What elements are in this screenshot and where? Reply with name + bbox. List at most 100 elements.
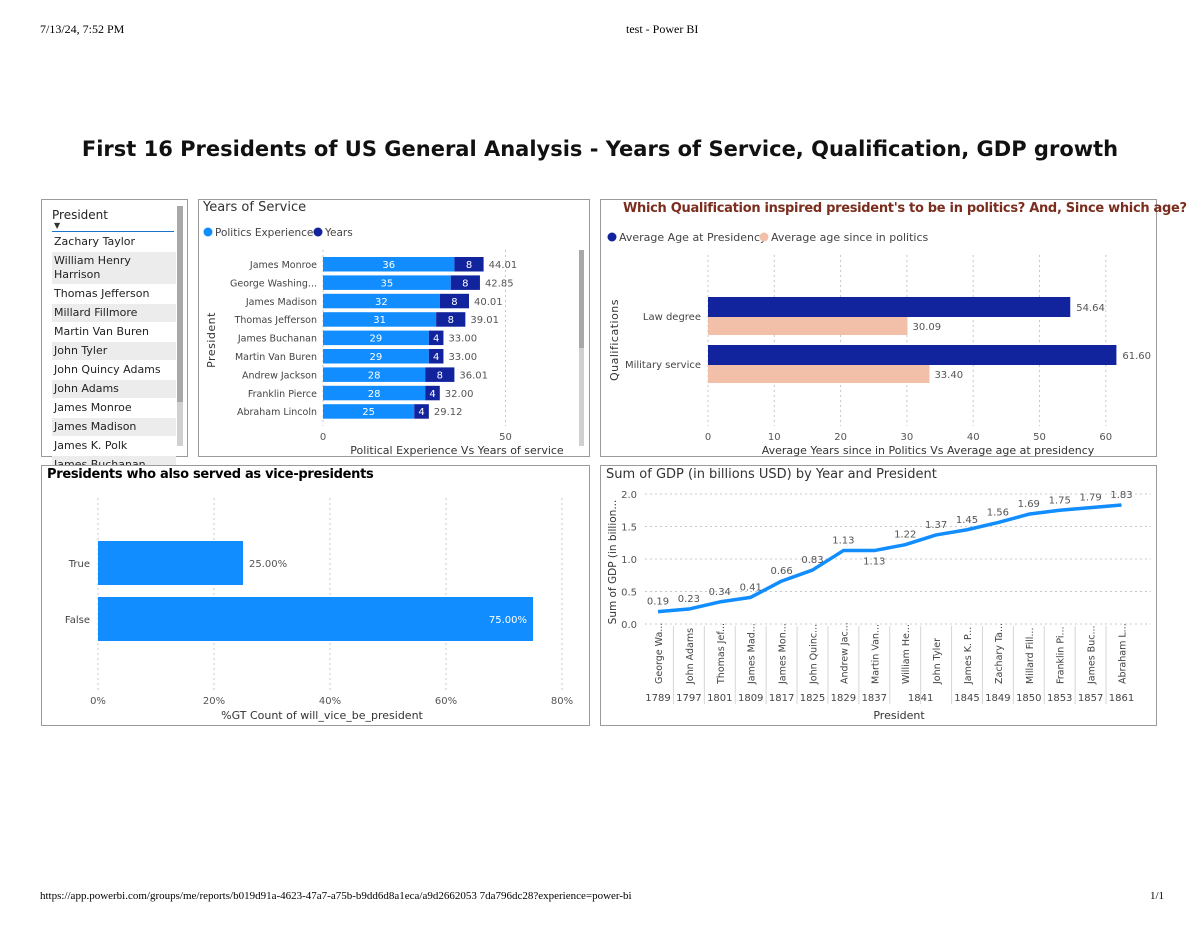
qualification-title: Which Qualification inspired president's…: [623, 201, 1187, 216]
x-year-label: 1849: [985, 693, 1010, 704]
legend-age-politics-label: Average age since in politics: [771, 231, 928, 244]
category-label: Andrew Jackson: [242, 370, 317, 381]
vice-president-visual[interactable]: Presidents who also served as vice-presi…: [41, 465, 590, 726]
bar-years: [436, 312, 466, 327]
slicer-item[interactable]: Martin Van Buren: [54, 325, 150, 338]
years-of-service-chart: Politics Experience Years 0 50 James Monroe 3…: [203, 227, 564, 456]
x-tick-label: 10: [768, 432, 781, 443]
bar-years: [454, 257, 484, 272]
x-category-label: Martin Van...: [870, 624, 881, 684]
gdp-chart: 0.0 0.5 1.0 1.5 2.0 0.19 0.23 0.34 0.41 0.66 0.83 1…: [607, 490, 1151, 722]
slicer-item[interactable]: Millard Fillmore: [52, 304, 176, 322]
x-category-label: Franklin Pi...: [1056, 626, 1067, 684]
x-category-label: John Adams: [685, 628, 696, 685]
qualification-visual[interactable]: Which Qualification inspired president's…: [600, 199, 1187, 457]
slicer-item[interactable]: William Henry Harrison: [52, 252, 176, 284]
data-point-label: 1.75: [1049, 495, 1071, 506]
x-tick-label: 80%: [551, 696, 573, 707]
years-of-service-visual[interactable]: Years of Service Politics Experience Year…: [198, 199, 590, 457]
bar-age-politics-label: 33.40: [934, 370, 963, 381]
data-point-label: 1.83: [1110, 490, 1132, 501]
slicer-item[interactable]: James K. Polk: [54, 439, 128, 452]
x-year-label: 1845: [954, 693, 979, 704]
report-title: First 16 Presidents of US General Analys…: [81, 137, 1119, 161]
slicer-item[interactable]: John Quincy Adams: [54, 363, 161, 376]
bar-years: [414, 404, 429, 419]
legend-age-politics-marker: [759, 232, 769, 242]
category-label: True: [68, 559, 90, 570]
x-category-label: James K. P...: [963, 627, 974, 685]
x-year-label: 1809: [738, 693, 763, 704]
category-label: James Madison: [245, 297, 317, 308]
x-tick-label: 20%: [203, 696, 225, 707]
slicer-header: President: [52, 208, 108, 222]
data-point-label: 0.83: [801, 555, 823, 566]
bar-years-label: 8: [466, 260, 472, 271]
x-tick-label: 40%: [319, 696, 341, 707]
bar-age-politics-label: 30.09: [912, 322, 941, 333]
print-page-title: test - Power BI: [626, 22, 699, 36]
bar-politics: [323, 385, 426, 401]
category-label: False: [65, 615, 90, 626]
bar-total-label: 32.00: [445, 389, 474, 400]
slicer-scrollbar[interactable]: [177, 206, 183, 446]
data-point-label: 1.13: [832, 536, 854, 547]
bar-total-label: 29.12: [434, 407, 463, 418]
bar-years: [428, 349, 444, 364]
slicer-item[interactable]: John Adams: [52, 380, 176, 398]
bar-politics-label: 28: [368, 389, 381, 400]
gdp-title: Sum of GDP (in billions USD) by Year and…: [606, 467, 937, 482]
bar-politics-label: 36: [382, 260, 395, 271]
x-category-label: Abraham L...: [1118, 623, 1129, 684]
x-year-label: 1789: [645, 693, 670, 704]
slicer-item[interactable]: John Tyler: [52, 342, 176, 360]
x-year-label: 1817: [769, 693, 794, 704]
slicer-item[interactable]: Thomas Jefferson: [54, 287, 150, 300]
x-year-label: 1829: [831, 693, 856, 704]
legend-age-presidency-label: Average Age at Presidency: [619, 231, 767, 244]
category-label: Martin Van Buren: [235, 352, 317, 363]
y-tick-label: 0.5: [621, 588, 637, 599]
sort-caret-icon[interactable]: ▼: [54, 221, 61, 230]
legend-age-presidency-marker: [607, 232, 617, 242]
category-label: Franklin Pierce: [248, 389, 317, 400]
x-tick-label: 60%: [435, 696, 457, 707]
x-category-label: James Mad...: [747, 623, 758, 685]
yos-scrollbar[interactable]: [579, 250, 584, 446]
data-point-label: 1.45: [956, 515, 978, 526]
bar-politics: [323, 312, 437, 327]
bar-total-label: 36.01: [459, 370, 488, 381]
x-tick-label: 50: [1033, 432, 1046, 443]
category-label: Abraham Lincoln: [237, 407, 317, 418]
slicer-item[interactable]: Zachary Taylor: [54, 235, 136, 248]
x-year-label: 1801: [707, 693, 732, 704]
bar-age-politics: [708, 317, 908, 335]
y-axis-title: Sum of GDP (in billion...: [607, 500, 619, 625]
x-category-label: Millard Fill...: [1025, 628, 1036, 684]
slicer-scroll-thumb[interactable]: [177, 206, 183, 402]
x-category-label: Andrew Jac...: [839, 622, 850, 684]
bar-politics: [323, 257, 455, 272]
president-slicer[interactable]: President ▼ Zachary Taylor William Henry …: [41, 199, 188, 474]
gdp-visual[interactable]: Sum of GDP (in billions USD) by Year and…: [600, 465, 1157, 726]
x-tick-label: 40: [967, 432, 980, 443]
category-label: James Buchanan: [237, 334, 317, 345]
bar-years: [428, 330, 444, 346]
bar-value-label: 75.00%: [489, 615, 527, 626]
x-category-label: James Mon...: [778, 623, 789, 685]
slicer-item[interactable]: James Monroe: [54, 401, 132, 414]
slicer-item[interactable]: James Madison: [52, 418, 176, 436]
print-url[interactable]: https://app.powerbi.com/groups/me/report…: [40, 890, 632, 902]
bar-years-label: 4: [418, 407, 424, 418]
y-axis-title: Qualifications: [608, 299, 621, 381]
x-axis-title: Average Years since in Politics Vs Avera…: [762, 444, 1095, 456]
data-point-label: 1.69: [1018, 499, 1040, 510]
years-of-service-title: Years of Service: [203, 200, 307, 215]
bar-total-label: 39.01: [470, 315, 499, 326]
slicer-list: Zachary Taylor William Henry Harrison Thom…: [52, 233, 176, 475]
x-category-label: Thomas Jef...: [716, 623, 727, 685]
bar-politics: [323, 293, 440, 309]
data-point-label: 0.19: [647, 597, 669, 608]
x-category-label: William He...: [901, 624, 912, 684]
yos-scroll-thumb[interactable]: [579, 250, 584, 348]
